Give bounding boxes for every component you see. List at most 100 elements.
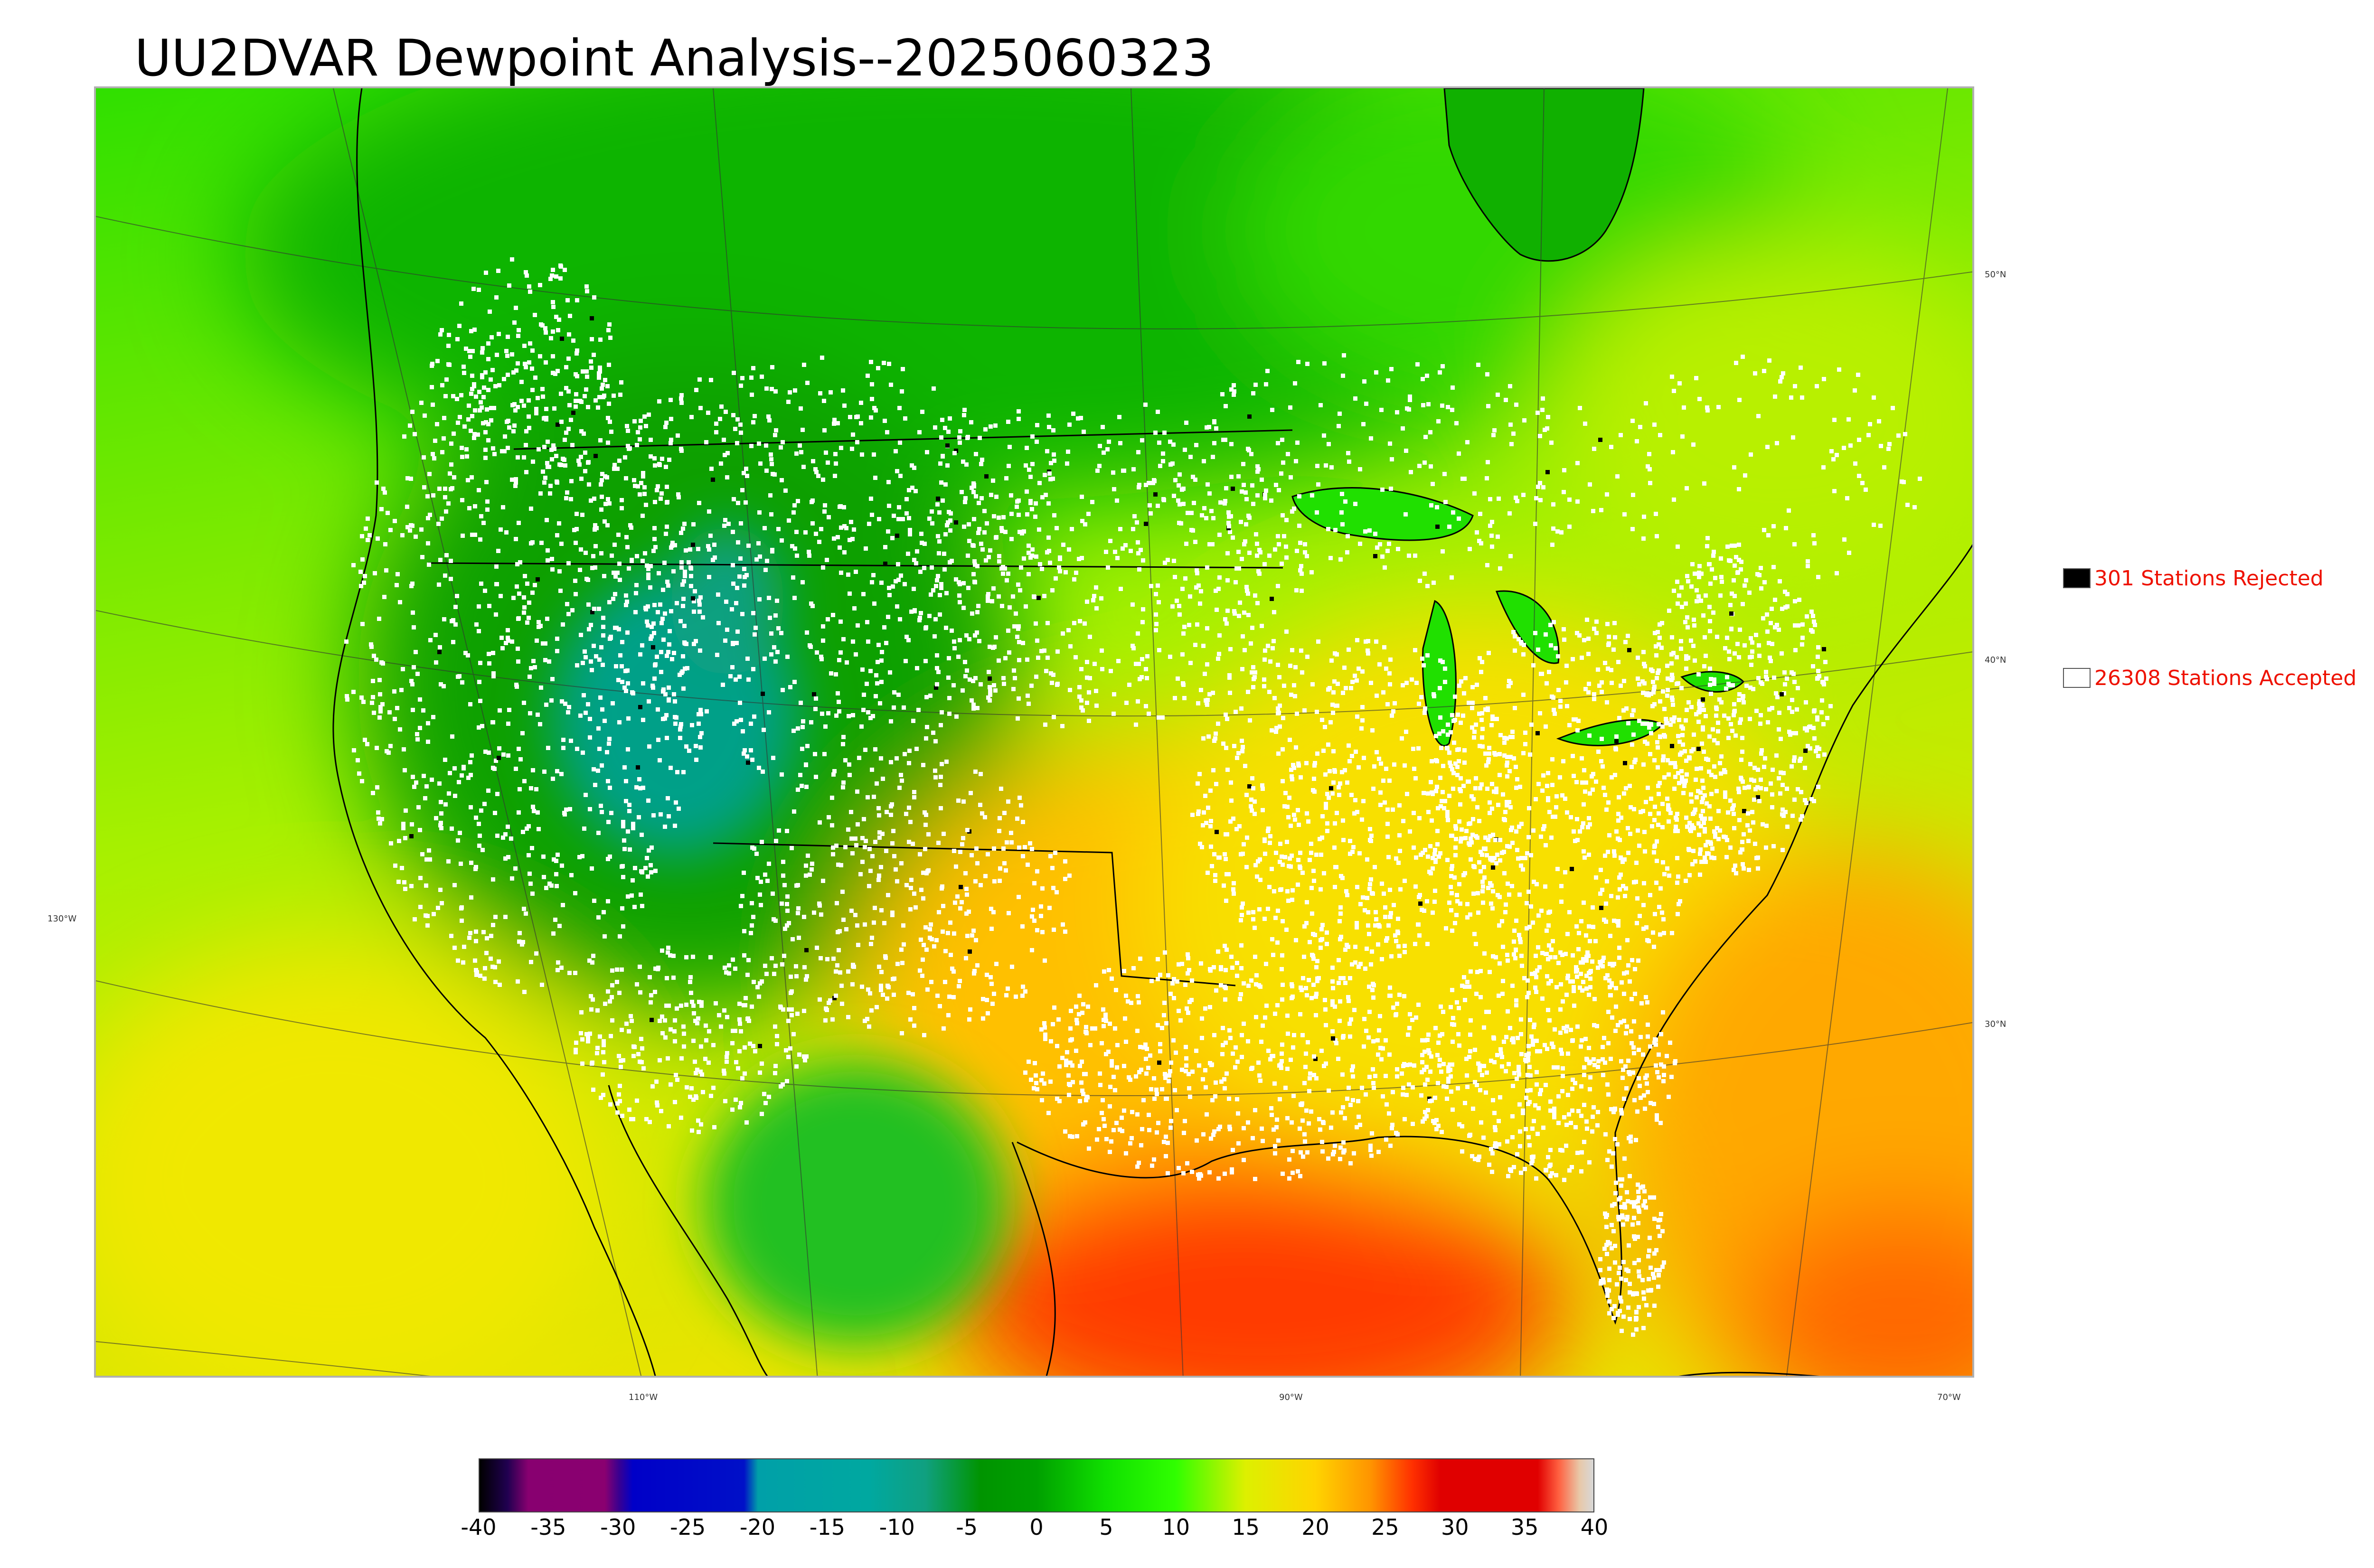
station-marker xyxy=(707,509,711,514)
station-marker xyxy=(1657,722,1661,726)
station-marker xyxy=(630,893,634,898)
station-marker xyxy=(590,610,594,614)
station-marker xyxy=(1247,784,1252,789)
station-marker xyxy=(1462,691,1466,695)
station-marker xyxy=(1777,727,1781,732)
station-marker xyxy=(1270,867,1274,871)
station-marker xyxy=(947,712,951,716)
station-marker xyxy=(1450,891,1454,895)
station-marker xyxy=(1647,1313,1651,1317)
station-marker xyxy=(1136,450,1140,454)
station-marker xyxy=(1605,1252,1609,1256)
station-marker xyxy=(990,599,994,603)
station-marker xyxy=(1529,723,1534,727)
station-marker xyxy=(1476,1158,1480,1162)
station-marker xyxy=(1586,825,1590,829)
station-marker xyxy=(1241,634,1245,638)
station-marker xyxy=(1505,763,1509,768)
station-marker xyxy=(428,513,432,517)
station-marker xyxy=(1251,665,1255,669)
station-marker xyxy=(582,693,586,697)
station-marker xyxy=(1580,1150,1584,1155)
station-marker xyxy=(1723,770,1727,774)
station-marker xyxy=(1490,1151,1495,1155)
station-marker xyxy=(1816,645,1820,649)
station-marker xyxy=(1698,852,1702,856)
station-marker xyxy=(369,645,374,649)
station-marker xyxy=(1398,887,1403,892)
station-marker xyxy=(511,370,516,375)
station-marker xyxy=(560,864,564,868)
station-marker xyxy=(1503,910,1507,914)
station-marker xyxy=(601,633,605,638)
station-marker xyxy=(883,545,887,549)
station-marker xyxy=(478,408,482,413)
station-marker xyxy=(1465,980,1470,984)
station-marker xyxy=(1519,864,1523,868)
station-marker xyxy=(1140,657,1144,661)
station-marker xyxy=(1796,686,1800,690)
station-marker xyxy=(1600,737,1604,741)
station-marker xyxy=(468,760,472,764)
station-marker xyxy=(489,934,493,938)
station-marker xyxy=(940,418,944,422)
station-marker xyxy=(1333,651,1337,656)
station-marker xyxy=(1641,809,1645,813)
station-marker xyxy=(691,543,695,547)
station-marker xyxy=(1347,999,1351,1003)
station-marker xyxy=(1657,1273,1661,1277)
station-marker xyxy=(437,781,442,786)
station-marker xyxy=(1240,739,1244,743)
station-marker xyxy=(952,451,957,455)
station-marker xyxy=(1605,1158,1610,1162)
station-marker xyxy=(1596,750,1601,754)
station-marker xyxy=(971,544,976,548)
station-marker xyxy=(411,708,415,712)
station-marker xyxy=(522,455,526,460)
station-marker xyxy=(991,479,995,483)
station-marker xyxy=(757,766,761,770)
station-marker xyxy=(1017,409,1021,413)
station-marker xyxy=(597,747,602,751)
station-marker xyxy=(1194,1049,1198,1053)
station-marker xyxy=(675,601,679,605)
station-marker xyxy=(578,568,582,572)
station-marker xyxy=(896,562,900,566)
station-marker xyxy=(443,758,447,762)
station-marker xyxy=(1518,1129,1522,1134)
station-marker xyxy=(1216,722,1220,726)
station-marker xyxy=(409,584,414,588)
station-marker xyxy=(659,650,663,654)
station-marker xyxy=(1456,713,1460,717)
station-marker xyxy=(503,915,508,919)
station-marker xyxy=(1216,855,1221,860)
station-marker xyxy=(1667,609,1671,613)
station-marker xyxy=(558,589,563,593)
station-marker xyxy=(868,716,873,720)
station-marker xyxy=(668,629,672,633)
station-marker xyxy=(697,501,701,505)
station-marker xyxy=(1662,733,1666,737)
station-marker xyxy=(1630,997,1634,1001)
station-marker xyxy=(1109,669,1113,673)
station-marker xyxy=(1730,544,1734,548)
station-marker xyxy=(425,914,430,918)
station-marker xyxy=(1236,751,1241,755)
station-marker xyxy=(1704,860,1708,864)
station-marker xyxy=(1480,727,1485,731)
station-marker xyxy=(637,815,641,819)
station-marker xyxy=(1068,644,1073,648)
station-marker xyxy=(1210,542,1215,546)
station-marker xyxy=(761,770,765,774)
station-marker xyxy=(538,624,543,628)
station-marker xyxy=(813,752,817,756)
station-marker xyxy=(1238,601,1242,605)
station-marker xyxy=(1686,847,1691,851)
station-marker xyxy=(961,688,965,693)
station-marker xyxy=(1158,973,1162,977)
station-marker xyxy=(1493,752,1498,757)
station-marker xyxy=(1136,540,1140,545)
station-marker xyxy=(791,729,796,733)
station-marker xyxy=(1629,1139,1633,1144)
station-marker xyxy=(403,887,407,891)
